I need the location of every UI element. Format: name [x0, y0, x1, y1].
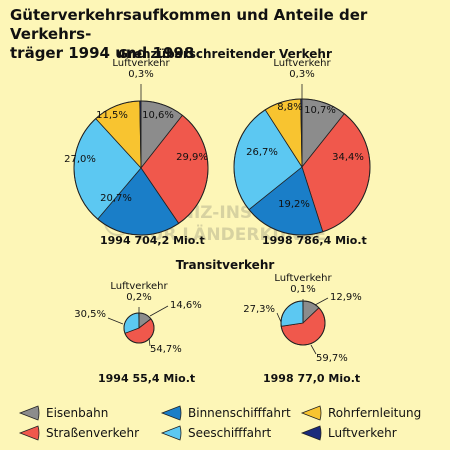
legend-item-seeschifffahrt: Seeschifffahrt [160, 425, 271, 441]
legend-wedge-icon [160, 405, 182, 421]
legend-swatch-binnenschifffahrt [160, 405, 182, 421]
legend-wedge-icon [300, 425, 322, 441]
legend-swatch-eisenbahn [18, 405, 40, 421]
pie-2-label-strassenverkehr: 54,7% [150, 344, 182, 355]
chart-legend: Eisenbahn Binnenschifffahrt Rohrfernleit… [18, 405, 448, 445]
pie-caption-1994-cross-border: 1994 704,2 Mio.t [100, 234, 205, 247]
pie-1-label-seeschifffahrt: 26,7% [246, 147, 278, 158]
pie-3-label-seeschifffahrt: 27,3% [243, 304, 275, 315]
pie-2-leader-1 [148, 337, 151, 347]
pie-0-label-binnenschifffahrt: 20,7% [100, 193, 132, 204]
chart-title-line-2: träger 1994 und 1998 [10, 44, 195, 62]
pie-3-label-strassenverkehr: 59,7% [316, 353, 348, 364]
pie-2-label-luftverkehr: Luftverkehr 0,2% [110, 281, 168, 303]
pie-1-label-strassenverkehr: 34,4% [332, 152, 364, 163]
pie-1: 10,7% 34,4% 19,2% 26,7% 8,8% Luftverkehr 0,3% [233, 58, 371, 236]
pie-1-label-eisenbahn: 10,7% [304, 105, 336, 116]
pie-1-label-luftverkehr: Luftverkehr 0,3% [273, 58, 331, 80]
pie-2-leader-2 [107, 317, 124, 325]
legend-label: Luftverkehr [328, 426, 397, 440]
pie-3: 12,9% 59,7% 27,3% Luftverkehr 0,1% [243, 273, 362, 364]
pie-caption-1998-transit: 1998 77,0 Mio.t [263, 372, 361, 385]
legend-swatch-luftverkehr [300, 425, 322, 441]
pie-3-leader-2 [276, 312, 282, 323]
legend-wedge-icon [300, 405, 322, 421]
pie-1-label-binnenschifffahrt: 19,2% [278, 199, 310, 210]
pie-0-label-seeschifffahrt: 27,0% [64, 154, 96, 165]
legend-label: Seeschifffahrt [188, 426, 272, 440]
legend-wedge-icon [18, 425, 40, 441]
pie-0: 10,6% 29,9% 20,7% 27,0% 11,5% Luftverkehr 0,3% [64, 58, 209, 236]
pie-3-slice-seeschifffahrt [280, 300, 304, 327]
pie-0-label-rohrfernleitung: 11,5% [96, 110, 128, 121]
legend-swatch-rohrfernleitung [300, 405, 322, 421]
pie-2-label-seeschifffahrt: 30,5% [74, 309, 106, 320]
pie-2-label-eisenbahn: 14,6% [170, 300, 202, 311]
pie-0-label-eisenbahn: 10,6% [142, 110, 174, 121]
pie-0-label-luftverkehr: Luftverkehr 0,3% [112, 58, 170, 80]
legend-label: Binnenschifffahrt [188, 406, 291, 420]
legend-item-strassenverkehr: Straßenverkehr [18, 425, 139, 441]
section-title-transit: Transitverkehr [175, 258, 275, 272]
legend-item-binnenschifffahrt: Binnenschifffahrt [160, 405, 291, 421]
pie-3-leader-0 [314, 297, 329, 306]
legend-wedge-icon [18, 405, 40, 421]
legend-item-rohrfernleitung: Rohrfernleitung [300, 405, 421, 421]
legend-label: Eisenbahn [46, 406, 109, 420]
pie-3-label-luftverkehr: Luftverkehr 0,1% [274, 273, 332, 295]
legend-swatch-strassenverkehr [18, 425, 40, 441]
legend-item-luftverkehr: Luftverkehr [300, 425, 397, 441]
pie-caption-1994-transit: 1994 55,4 Mio.t [98, 372, 196, 385]
pie-caption-1998-cross-border: 1998 786,4 Mio.t [262, 234, 367, 247]
legend-item-eisenbahn: Eisenbahn [18, 405, 108, 421]
pie-2-leader-0 [149, 305, 169, 317]
pie-0-label-strassenverkehr: 29,9% [176, 152, 208, 163]
legend-label: Rohrfernleitung [328, 406, 422, 420]
chart-title-line-1: Güterverkehrsaufkommen und Anteile der V… [10, 6, 368, 43]
legend-label: Straßenverkehr [46, 426, 140, 440]
pie-1-label-rohrfernleitung: 8,8% [277, 102, 302, 113]
pie-3-leader-1 [310, 344, 317, 355]
chart-title: Güterverkehrsaufkommen und Anteile der V… [10, 6, 440, 63]
legend-swatch-seeschifffahrt [160, 425, 182, 441]
pie-3-label-eisenbahn: 12,9% [330, 292, 362, 303]
pie-2: 14,6% 54,7% 30,5% Luftverkehr 0,2% [74, 281, 202, 355]
section-title-cross-border: Grenzüberschreitender Verkehr [118, 47, 332, 61]
legend-wedge-icon [160, 425, 182, 441]
